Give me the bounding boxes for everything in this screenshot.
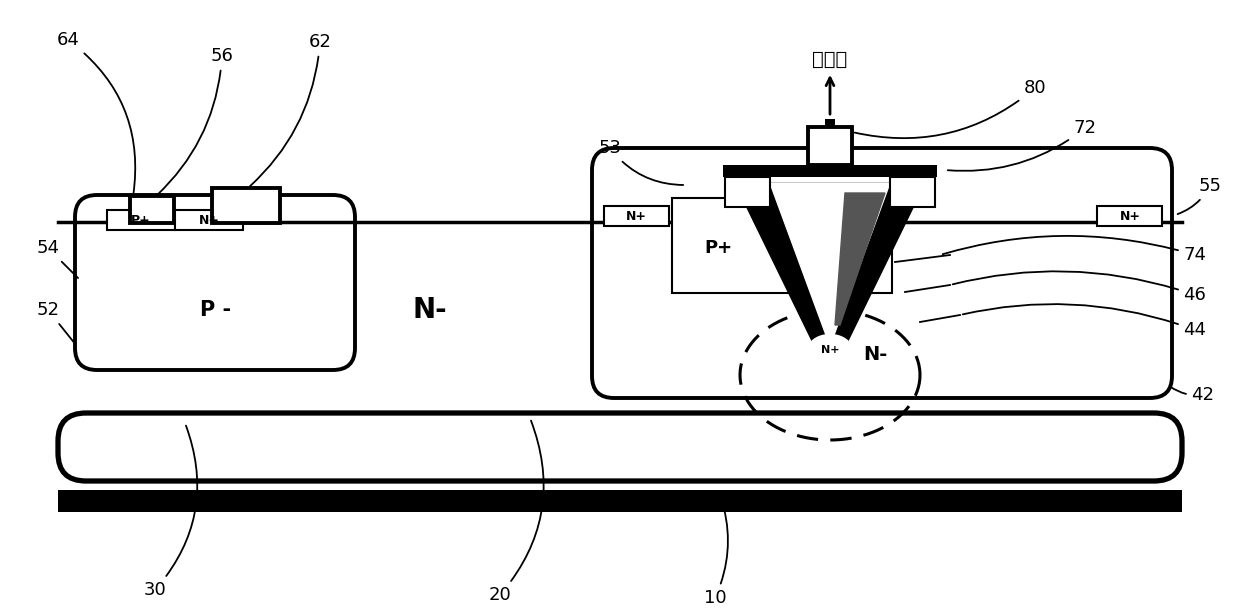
FancyBboxPatch shape — [591, 148, 1172, 398]
Bar — [175, 210, 243, 230]
FancyBboxPatch shape — [58, 413, 1182, 481]
Bar — [604, 206, 670, 226]
Text: 集电极: 集电极 — [812, 50, 848, 69]
Polygon shape — [835, 193, 885, 325]
Bar — [107, 210, 175, 230]
Text: P -: P - — [201, 300, 232, 320]
Bar — [672, 198, 892, 293]
Text: 30: 30 — [144, 426, 197, 599]
Text: 80: 80 — [854, 79, 1047, 138]
Text: 74: 74 — [942, 236, 1207, 264]
Text: 55: 55 — [1178, 177, 1221, 214]
Text: 56: 56 — [157, 47, 233, 195]
Bar — [825, 119, 835, 127]
Text: P+: P+ — [131, 214, 151, 227]
Text: P+: P+ — [704, 239, 732, 257]
FancyBboxPatch shape — [74, 195, 355, 370]
Text: 10: 10 — [703, 497, 728, 607]
Bar — [58, 490, 1182, 512]
Text: N+: N+ — [198, 214, 219, 227]
Bar — [723, 165, 937, 177]
Text: N-: N- — [863, 346, 887, 365]
Text: N-: N- — [413, 296, 448, 324]
Polygon shape — [770, 183, 890, 335]
Text: 72: 72 — [947, 119, 1096, 171]
Bar — [808, 127, 852, 165]
Text: 54: 54 — [36, 239, 78, 278]
Text: N+: N+ — [625, 209, 646, 222]
Bar — [725, 177, 770, 207]
Text: N+: N+ — [1120, 209, 1141, 222]
Text: N+: N+ — [821, 345, 839, 355]
Bar — [890, 177, 935, 207]
Bar — [212, 188, 280, 223]
Text: 64: 64 — [57, 31, 135, 194]
Text: 52: 52 — [36, 301, 74, 343]
Text: 44: 44 — [962, 304, 1207, 339]
Bar — [1097, 206, 1162, 226]
Bar — [130, 196, 174, 223]
Polygon shape — [808, 335, 852, 365]
Text: 42: 42 — [1171, 386, 1214, 404]
Text: 46: 46 — [952, 271, 1207, 304]
Text: 20: 20 — [489, 421, 543, 604]
Polygon shape — [735, 183, 925, 355]
Text: 53: 53 — [599, 139, 683, 185]
Text: 62: 62 — [250, 33, 331, 186]
